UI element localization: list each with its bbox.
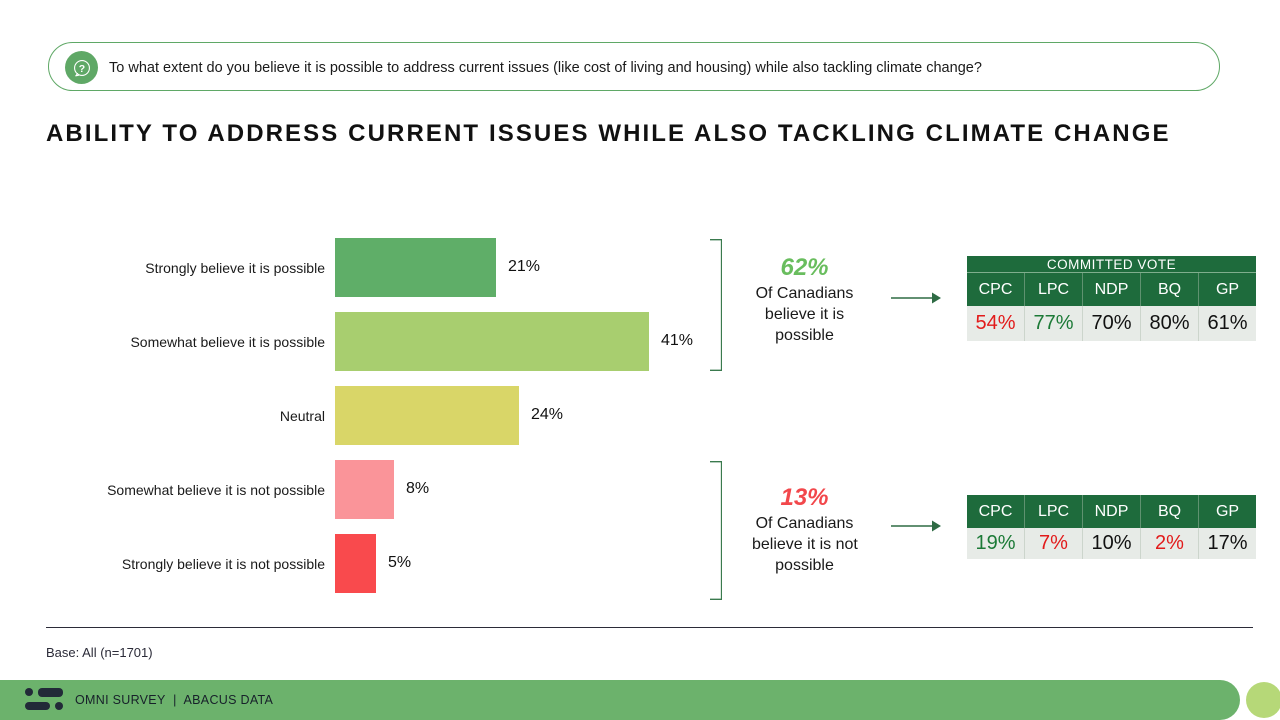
svg-text:?: ?: [78, 63, 84, 74]
